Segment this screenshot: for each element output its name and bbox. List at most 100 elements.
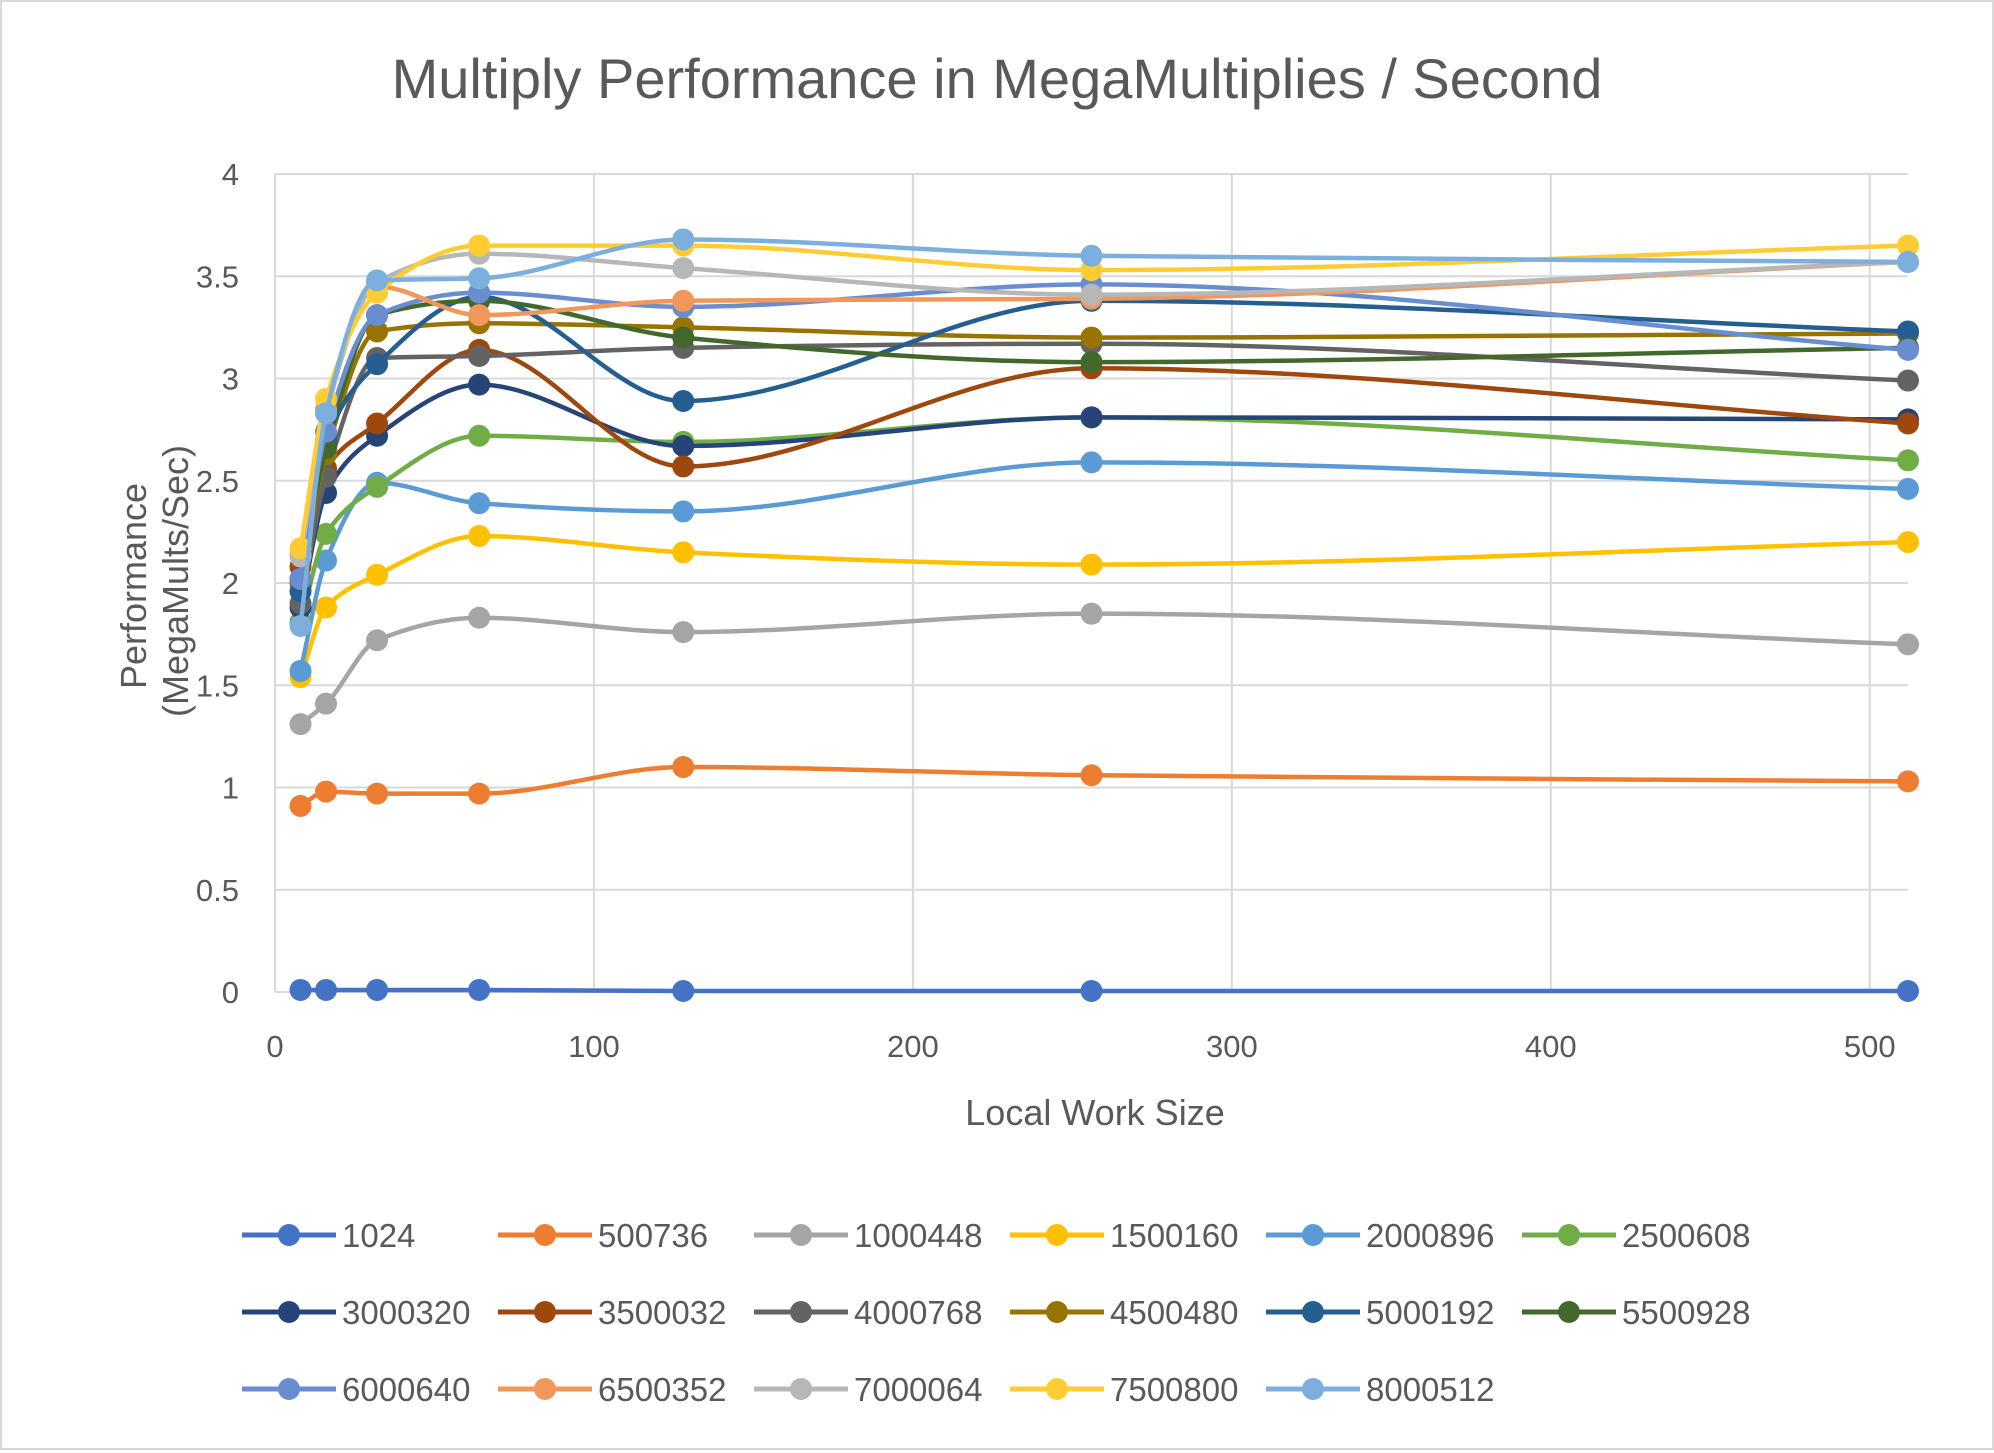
data-point: [1080, 406, 1103, 429]
data-point: [672, 434, 695, 457]
data-point: [1897, 320, 1919, 343]
data-point: [366, 978, 389, 1001]
legend-marker: [278, 1378, 300, 1400]
legend-item-1000448: 1000448: [754, 1217, 982, 1254]
legend-label: 1500160: [1110, 1217, 1238, 1254]
data-point: [1080, 283, 1103, 306]
data-point: [1897, 531, 1919, 554]
data-point: [315, 596, 338, 619]
series-3000320: [289, 373, 1919, 619]
data-point: [1080, 351, 1103, 374]
data-point: [468, 606, 491, 629]
series-8000512: [289, 228, 1919, 637]
legend-label: 7000064: [854, 1371, 982, 1408]
series-4000768: [289, 332, 1919, 615]
legend-marker: [534, 1301, 556, 1323]
series-line: [298, 294, 1911, 594]
data-point: [1080, 451, 1103, 474]
legend-marker: [1558, 1224, 1580, 1246]
legend-marker: [1046, 1224, 1068, 1246]
legend-item-2500608: 2500608: [1522, 1217, 1750, 1254]
data-point: [1080, 244, 1103, 267]
data-point: [315, 780, 338, 803]
legend: 1024 500736 1000448 1500160 2000896 2500608 30…: [242, 1217, 1750, 1408]
data-point: [366, 629, 389, 652]
series-1500160: [289, 524, 1919, 689]
legend-label: 1000448: [854, 1217, 982, 1254]
data-point: [672, 979, 695, 1002]
series-line: [298, 237, 1911, 629]
data-point: [1897, 477, 1919, 500]
data-point: [1080, 602, 1103, 625]
data-point: [366, 475, 389, 498]
data-point: [1080, 326, 1103, 349]
legend-item-5000192: 5000192: [1266, 1294, 1494, 1331]
legend-marker: [1302, 1224, 1324, 1246]
legend-label: 2500608: [1622, 1217, 1750, 1254]
data-point: [366, 412, 389, 435]
data-point: [1897, 412, 1919, 435]
legend-marker: [790, 1378, 812, 1400]
data-point: [289, 978, 312, 1001]
data-point: [315, 549, 338, 572]
data-point: [289, 614, 312, 637]
data-point: [366, 320, 389, 343]
x-tick-label: 400: [1525, 1029, 1577, 1064]
legend-label: 1024: [342, 1217, 415, 1254]
data-point: [672, 326, 695, 349]
legend-label: 4500480: [1110, 1294, 1238, 1331]
legend-label: 3000320: [342, 1294, 470, 1331]
data-point: [468, 373, 491, 396]
series-line: [298, 611, 1911, 727]
legend-item-4000768: 4000768: [754, 1294, 982, 1331]
y-tick-label: 1: [222, 771, 239, 806]
series-line: [298, 282, 1911, 582]
series-line: [298, 987, 1911, 994]
y-axis-title-line-1: Performance: [113, 483, 154, 689]
legend-label: 500736: [598, 1217, 708, 1254]
data-point: [468, 782, 491, 805]
series-500736: [289, 756, 1919, 817]
series-1000448: [289, 602, 1919, 736]
data-point: [289, 537, 312, 560]
legend-label: 3500032: [598, 1294, 726, 1331]
data-point: [366, 563, 389, 586]
legend-item-6500352: 6500352: [498, 1371, 726, 1408]
series-line: [298, 298, 1911, 582]
y-tick-label: 2: [222, 566, 239, 601]
x-axis-title: Local Work Size: [965, 1092, 1224, 1133]
legend-item-6000640: 6000640: [242, 1371, 470, 1408]
data-point: [468, 304, 491, 327]
legend-item-4500480: 4500480: [1010, 1294, 1238, 1331]
legend-marker: [534, 1378, 556, 1400]
data-point: [1080, 979, 1103, 1002]
data-point: [468, 267, 491, 290]
legend-item-1500160: 1500160: [1010, 1217, 1238, 1254]
y-axis-title-line-2: (MegaMults/Sec): [155, 445, 196, 717]
y-tick-label: 1.5: [196, 668, 239, 703]
legend-label: 7500800: [1110, 1371, 1238, 1408]
data-point: [1897, 369, 1919, 392]
data-point: [468, 234, 491, 257]
legend-marker: [278, 1224, 300, 1246]
data-point: [366, 269, 389, 292]
data-point: [1897, 250, 1919, 273]
y-axis-title: Performance (MegaMults/Sec): [113, 445, 196, 717]
legend-item-3500032: 3500032: [498, 1294, 726, 1331]
legend-label: 6500352: [598, 1371, 726, 1408]
series-line: [298, 321, 1911, 586]
data-point: [672, 455, 695, 478]
legend-marker: [1302, 1378, 1324, 1400]
y-axis-ticks: 0 0.5 1 1.5 2 2.5 3 3.5 4: [196, 157, 239, 1010]
y-tick-label: 3.5: [196, 259, 239, 294]
data-point: [1080, 764, 1103, 787]
data-point: [315, 692, 338, 715]
x-tick-label: 500: [1844, 1029, 1896, 1064]
legend-marker: [534, 1224, 556, 1246]
legend-label: 2000896: [1366, 1217, 1494, 1254]
legend-item-7500800: 7500800: [1010, 1371, 1238, 1408]
y-tick-label: 0: [222, 975, 239, 1010]
data-point: [1080, 553, 1103, 576]
legend-item-2000896: 2000896: [1266, 1217, 1494, 1254]
data-point: [672, 756, 695, 779]
